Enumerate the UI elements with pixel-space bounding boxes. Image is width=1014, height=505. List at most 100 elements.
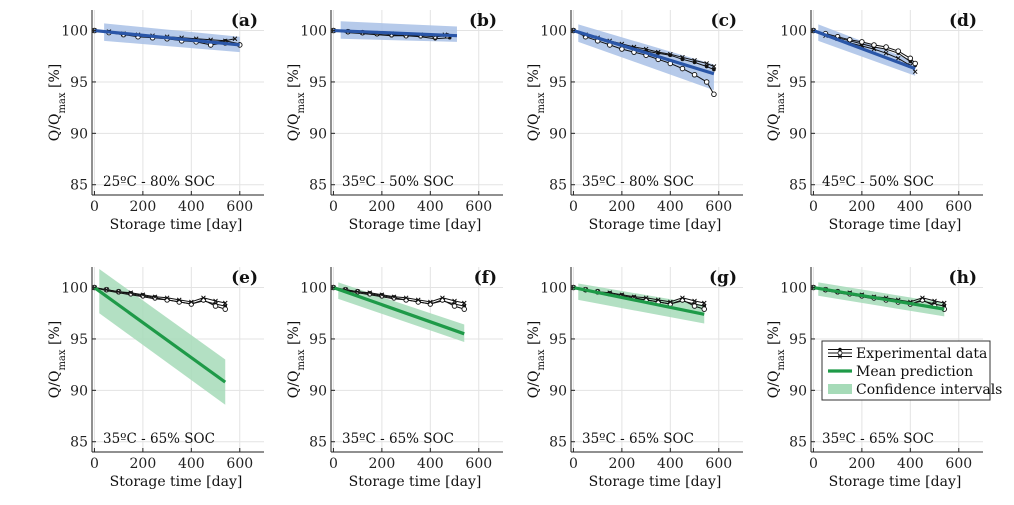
data-point-cross: [692, 298, 697, 304]
mean-prediction-line: [573, 285, 705, 316]
y-tick-label: 85: [789, 178, 807, 194]
series-line-open: [813, 30, 916, 64]
condition-label: 35ºC - 65% SOC: [103, 431, 215, 447]
y-tick-label: 85: [549, 178, 567, 194]
x-tick-label: 0: [90, 199, 99, 215]
x-tick-label: 400: [657, 456, 684, 472]
x-tick-label: 400: [897, 456, 924, 472]
data-point-cross: [704, 61, 710, 66]
data-point-cross: [680, 54, 685, 60]
data-point-cross: [932, 298, 937, 304]
y-axis-title-unit: [%]: [766, 321, 782, 350]
y-tick-label: 90: [789, 383, 807, 399]
x-tick-label: 600: [705, 199, 732, 215]
data-point-cross: [711, 64, 717, 69]
data-point-cross: [461, 300, 467, 306]
data-point-cross: [920, 295, 925, 301]
condition-label: 45ºC - 50% SOC: [822, 174, 934, 190]
data-point-filled: [712, 67, 716, 72]
y-axis-title-unit: [%]: [47, 321, 63, 350]
data-point-open: [461, 306, 467, 312]
y-tick-label: 100: [300, 24, 327, 40]
x-tick-label: 200: [609, 456, 636, 472]
y-axis-title: Q/Qmax [%]: [526, 321, 547, 398]
data-point-cross: [201, 295, 206, 301]
condition-label: 35ºC - 50% SOC: [342, 174, 454, 190]
y-tick-label: 100: [540, 24, 567, 40]
x-axis-title: Storage time [day]: [110, 217, 243, 233]
y-tick-label: 90: [70, 383, 88, 399]
x-tick-label: 600: [226, 456, 253, 472]
y-axis-title: Q/Qmax [%]: [47, 321, 68, 398]
data-point-cross: [667, 51, 673, 57]
mean-prediction-line: [333, 28, 458, 38]
legend-entry: Experimental data: [856, 346, 987, 362]
y-axis-title: Q/Qmax [%]: [286, 321, 307, 398]
data-point-open: [703, 79, 710, 85]
legend-marker-cross: [837, 354, 843, 359]
x-tick-label: 0: [329, 199, 338, 215]
panel-b: 0 200 400 600 85 90 95 100 Storage time [day] Q/Q…: [286, 10, 503, 233]
data-point-cross: [188, 299, 194, 305]
panel-letter: (d): [949, 11, 977, 31]
y-tick-label: 100: [780, 281, 807, 297]
y-axis-title-subscript: max: [57, 349, 68, 370]
y-axis-title-main: Q/Q: [766, 371, 782, 399]
data-point-cross: [452, 298, 457, 304]
condition-label: 35ºC - 80% SOC: [582, 174, 694, 190]
y-axis-title: Q/Qmax [%]: [766, 321, 787, 398]
y-tick-label: 85: [70, 435, 88, 451]
data-point-cross: [128, 290, 134, 296]
panel-letter: (b): [469, 11, 497, 31]
data-point-cross: [164, 295, 170, 301]
data-point-cross: [367, 290, 373, 296]
condition-label: 25ºC - 80% SOC: [103, 174, 215, 190]
x-tick-label: 200: [130, 456, 157, 472]
mean-prediction-line: [812, 29, 916, 71]
y-axis-title-unit: [%]: [526, 64, 542, 93]
series-line-cross: [94, 287, 226, 304]
y-tick-label: 95: [549, 332, 567, 348]
x-axis-title: Storage time [day]: [829, 217, 962, 233]
data-point-cross: [655, 297, 661, 303]
x-axis-title: Storage time [day]: [829, 474, 962, 490]
y-axis-title-main: Q/Q: [47, 371, 63, 399]
data-point-cross: [871, 46, 877, 52]
y-tick-label: 90: [309, 126, 327, 142]
y-tick-label: 85: [309, 435, 327, 451]
x-tick-label: 400: [417, 199, 444, 215]
panel-e: 0 200 400 600 85 90 95 100 Storage time [day] Q/Q…: [47, 267, 264, 490]
y-tick-label: 95: [309, 75, 327, 91]
x-tick-label: 0: [90, 456, 99, 472]
y-axis-title-subscript: max: [536, 349, 547, 370]
data-point-cross: [116, 289, 122, 295]
y-tick-label: 85: [309, 178, 327, 194]
y-axis-title-main: Q/Q: [47, 114, 63, 142]
x-tick-label: 400: [417, 456, 444, 472]
legend-marker-open: [837, 350, 843, 356]
x-tick-label: 600: [945, 456, 972, 472]
panel-letter: (c): [711, 11, 737, 31]
y-axis-title-unit: [%]: [286, 321, 302, 350]
legend-entry: Mean prediction: [856, 364, 973, 380]
x-tick-label: 400: [897, 199, 924, 215]
data-point-open: [912, 60, 918, 67]
y-axis-title-subscript: max: [57, 92, 68, 113]
y-axis-title-unit: [%]: [47, 64, 63, 93]
data-point-cross: [667, 299, 673, 305]
y-tick-label: 85: [70, 178, 88, 194]
data-point-open: [222, 306, 228, 312]
condition-label: 35ºC - 65% SOC: [342, 431, 454, 447]
data-point-open: [212, 303, 219, 309]
panel-letter: (e): [231, 268, 258, 288]
data-point-filled: [704, 64, 709, 69]
data-point-cross: [379, 292, 385, 298]
panel-a: 0 200 400 600 85 90 95 100 Storage time [day] Q/Q…: [47, 10, 264, 233]
x-tick-label: 0: [569, 456, 578, 472]
confidence-band: [340, 21, 457, 42]
y-tick-label: 90: [549, 383, 567, 399]
y-tick-label: 100: [300, 281, 327, 297]
data-point-open: [451, 303, 458, 309]
x-tick-label: 200: [849, 199, 876, 215]
condition-label: 35ºC - 65% SOC: [822, 431, 934, 447]
